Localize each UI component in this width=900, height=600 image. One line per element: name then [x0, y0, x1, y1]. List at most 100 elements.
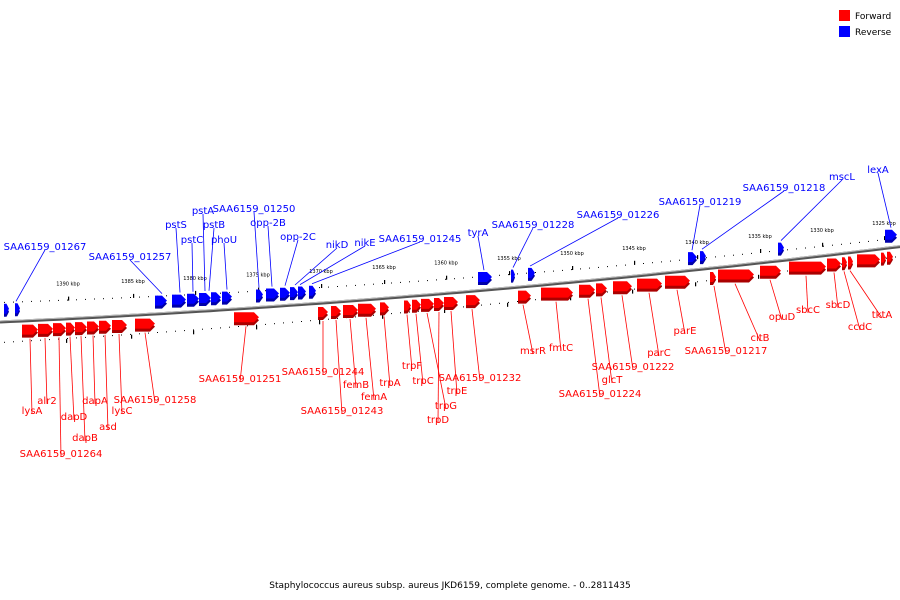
forward-gene-6 [87, 321, 99, 335]
gene-name: lysA [22, 406, 43, 417]
gene-body [778, 242, 784, 253]
gene-label-saa6159-01222: SAA6159_01222 [592, 295, 674, 373]
track-dot [391, 313, 392, 315]
gene-name: fmtC [549, 343, 573, 354]
gene-body [280, 287, 290, 298]
track-dot [589, 267, 590, 269]
leader-line [144, 332, 156, 404]
leader-line [676, 289, 686, 335]
gene-name: SAA6159_01218 [743, 183, 826, 194]
track-dot [868, 240, 869, 242]
track-dot [517, 301, 518, 302]
track-dot [598, 266, 599, 268]
track-dot [607, 291, 608, 293]
tick-mark [446, 275, 448, 280]
gene-label-saa6159-01245: SAA6159_01245 [311, 234, 462, 285]
tick-label-1385-kbp: 1385 kbp [121, 279, 145, 285]
gene-name: SAA6159_01245 [379, 234, 462, 245]
gene-name: opuD [769, 312, 796, 323]
gene-name: alr2 [37, 396, 56, 407]
gene-label-alr2: alr2 [37, 337, 57, 407]
gene-name: SAA6159_01258 [114, 395, 197, 406]
leader-line [600, 297, 613, 384]
leader-line [253, 211, 260, 288]
track-dot [472, 276, 473, 278]
gene-label-lysc: lysC [112, 334, 132, 417]
leader-line [877, 172, 892, 228]
gene-body [298, 286, 306, 297]
track-dot [697, 281, 698, 283]
gene-label-trpc: trpC [412, 313, 434, 387]
track-dot [652, 262, 653, 264]
gene-name: SAA6159_01219 [659, 197, 742, 208]
gene-label-trpa: trpA [379, 316, 401, 389]
tick-mark-lower [444, 309, 446, 313]
gene-body [827, 258, 841, 269]
forward-gene-1 [22, 324, 38, 338]
gene-body [596, 283, 607, 294]
leader-line [284, 239, 299, 286]
track-dot [229, 326, 230, 328]
gene-body [66, 322, 75, 333]
tick-label-1360-kbp: 1360 kbp [434, 261, 458, 267]
gene-label-phou: phoU [211, 235, 237, 290]
forward-gene-28 [665, 275, 690, 289]
tick-mark [68, 296, 70, 301]
track-dot [436, 279, 437, 281]
track-dot [157, 332, 158, 333]
track-dot [121, 297, 122, 299]
gene-body [857, 254, 880, 265]
forward-gene-24 [579, 284, 595, 298]
gene-label-saa6159-01251: SAA6159_01251 [199, 326, 281, 385]
track-dot [31, 300, 32, 302]
track-dot [427, 280, 428, 282]
gene-body [718, 269, 754, 280]
leader-line [450, 310, 458, 395]
track-dot [31, 340, 32, 342]
gene-name: dapD [61, 412, 88, 423]
leader-line [713, 285, 727, 355]
track-dot [463, 306, 464, 308]
track-dot [103, 298, 104, 300]
track-dot [400, 281, 401, 283]
gene-label-pstb: pstB [203, 220, 225, 291]
gene-name: trpF [402, 361, 422, 372]
gene-label-tyra: tyrA [468, 228, 489, 271]
tick-mark [822, 242, 824, 247]
track-dot [373, 283, 374, 285]
track-dot [139, 333, 140, 335]
tick-mark [133, 293, 135, 298]
forward-gene-18 [421, 298, 434, 312]
forward-gene-17 [412, 299, 421, 313]
track-dot [508, 301, 509, 303]
gene-name: sbcC [796, 305, 820, 316]
gene-name: SAA6159_01264 [20, 449, 103, 460]
leader-line [118, 334, 123, 415]
tick-mark [509, 271, 511, 276]
track-dot [355, 284, 356, 286]
gene-label-tkta: tktA [849, 270, 893, 321]
gene-name: pstA [192, 206, 214, 217]
gene-label-citb: citB [734, 283, 770, 344]
gene-label-lexa: lexA [867, 165, 892, 228]
leader-line [58, 337, 62, 458]
forward-gene-2 [38, 323, 53, 337]
gene-name: tktA [872, 310, 893, 321]
gene-body [478, 272, 492, 283]
tick-label-1390-kbp: 1390 kbp [56, 282, 80, 288]
tick-mark-lower [66, 338, 68, 343]
forward-gene-19 [434, 297, 444, 311]
track-dot [715, 256, 716, 258]
track-dot [670, 260, 671, 262]
track-dot [373, 314, 374, 316]
leader-line [512, 227, 534, 268]
track-dot [553, 270, 554, 272]
forward-gene-12 [331, 306, 341, 320]
leader-line [383, 316, 391, 387]
gene-name: femA [361, 392, 387, 403]
forward-gene-33 [827, 258, 841, 272]
track-dot [517, 273, 518, 275]
gene-name: opp-2B [250, 218, 286, 229]
gene-label-saa6159-01219: SAA6159_01219 [659, 197, 742, 251]
gene-body [53, 323, 66, 334]
